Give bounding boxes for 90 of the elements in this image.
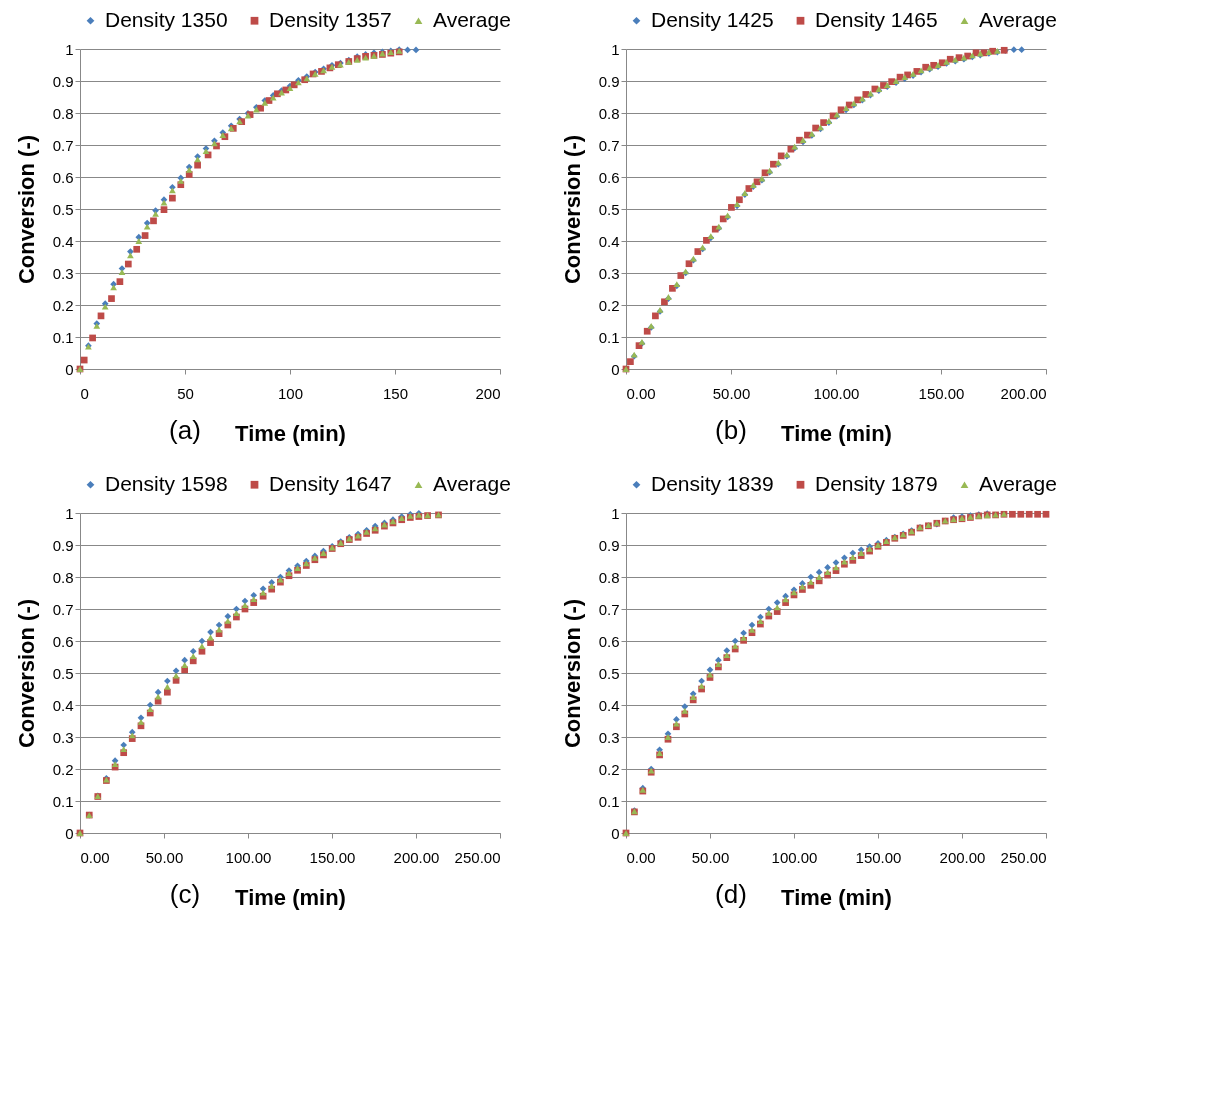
y-tick-label: 0.8 [598,104,620,122]
y-tick-label: 0.6 [52,632,74,650]
y-tick-label: 0.3 [598,264,620,282]
y-tick-label: 0 [65,360,74,378]
x-tick-label: 150.00 [855,848,902,866]
y-tick-label: 0.2 [52,760,74,778]
x-tick-label: 0.00 [626,384,656,402]
x-tick-label: 150.00 [309,848,356,866]
x-tick-label: 0.00 [626,848,656,866]
legend-label: Density 1839 [651,471,774,495]
x-tick-label: 50 [177,384,194,402]
legend-label: Density 1598 [105,471,228,495]
x-tick-label: 250.00 [1000,848,1047,866]
y-tick-label: 0.8 [598,568,620,586]
y-tick-label: 0.9 [598,536,620,554]
x-axis-title: Time (min) [781,420,892,446]
y-tick-label: 1 [65,40,74,58]
legend-label: Density 1350 [105,7,228,31]
x-axis-title: Time (min) [235,884,346,910]
y-tick-label: 0.8 [52,104,74,122]
y-tick-label: 0.3 [598,728,620,746]
y-tick-label: 0.4 [52,232,74,250]
text: (a) [169,415,201,445]
legend-label: Average [979,7,1057,31]
y-tick-label: 0.7 [598,600,620,618]
x-tick-label: 150 [382,384,409,402]
y-tick-label: 1 [611,40,620,58]
legend-label: Density 1647 [269,471,392,495]
y-tick-label: 0.4 [52,696,74,714]
y-tick-label: 0.8 [52,568,74,586]
y-tick-label: 0.4 [598,696,620,714]
x-axis-title: Time (min) [235,420,346,446]
x-tick-label: 50.00 [145,848,184,866]
legend-label: Average [979,471,1057,495]
y-tick-label: 0.9 [598,72,620,90]
y-tick-label: 0.1 [598,792,620,810]
x-tick-label: 200.00 [393,848,440,866]
y-tick-label: 1 [65,504,74,522]
x-tick-label: 50.00 [712,384,751,402]
x-tick-label: 100 [277,384,304,402]
x-tick-label: 200.00 [939,848,986,866]
y-tick-label: 0.9 [52,72,74,90]
x-tick-label: 50.00 [691,848,730,866]
x-tick-label: 200.00 [1000,384,1047,402]
y-tick-label: 0.2 [598,760,620,778]
x-tick-label: 100.00 [771,848,818,866]
x-tick-label: 100.00 [813,384,860,402]
y-tick-label: 0 [611,360,620,378]
text: (d) [715,879,747,909]
x-tick-label: 0 [80,384,89,402]
legend-label: Average [433,7,511,31]
text: (b) [715,415,747,445]
x-tick-label: 200 [475,384,501,402]
y-tick-label: 1 [611,504,620,522]
y-axis-title: Conversion (-) [559,134,585,285]
y-tick-label: 0.3 [52,264,74,282]
x-tick-label: 100.00 [225,848,272,866]
y-axis-title: Conversion (-) [559,598,585,749]
y-tick-label: 0.5 [52,664,74,682]
y-tick-label: 0.7 [52,600,74,618]
text: (c) [169,879,201,909]
y-tick-label: 0.1 [52,792,74,810]
y-tick-label: 0.6 [52,168,74,186]
y-tick-label: 0.1 [598,328,620,346]
y-tick-label: 0.4 [598,232,620,250]
legend-label: Density 1357 [269,7,392,31]
y-tick-label: 0.7 [598,136,620,154]
y-tick-label: 0.6 [598,168,620,186]
x-tick-label: 150.00 [918,384,965,402]
y-tick-label: 0.2 [52,296,74,314]
y-tick-label: 0.2 [598,296,620,314]
y-axis-title: Conversion (-) [13,598,39,749]
y-tick-label: 0.6 [598,632,620,650]
y-tick-label: 0.5 [52,200,74,218]
legend-label: Average [433,471,511,495]
y-tick-label: 0 [611,824,620,842]
y-tick-label: 0.5 [598,200,620,218]
y-tick-label: 0 [65,824,74,842]
y-tick-label: 0.7 [52,136,74,154]
y-tick-label: 0.3 [52,728,74,746]
legend-label: Density 1465 [815,7,938,31]
y-tick-label: 0.9 [52,536,74,554]
y-tick-label: 0.5 [598,664,620,682]
x-tick-label: 0.00 [80,848,110,866]
y-axis-title: Conversion (-) [13,134,39,285]
y-tick-label: 0.1 [52,328,74,346]
legend-label: Density 1425 [651,7,774,31]
x-tick-label: 250.00 [454,848,501,866]
x-axis-title: Time (min) [781,884,892,910]
legend-label: Density 1879 [815,471,938,495]
